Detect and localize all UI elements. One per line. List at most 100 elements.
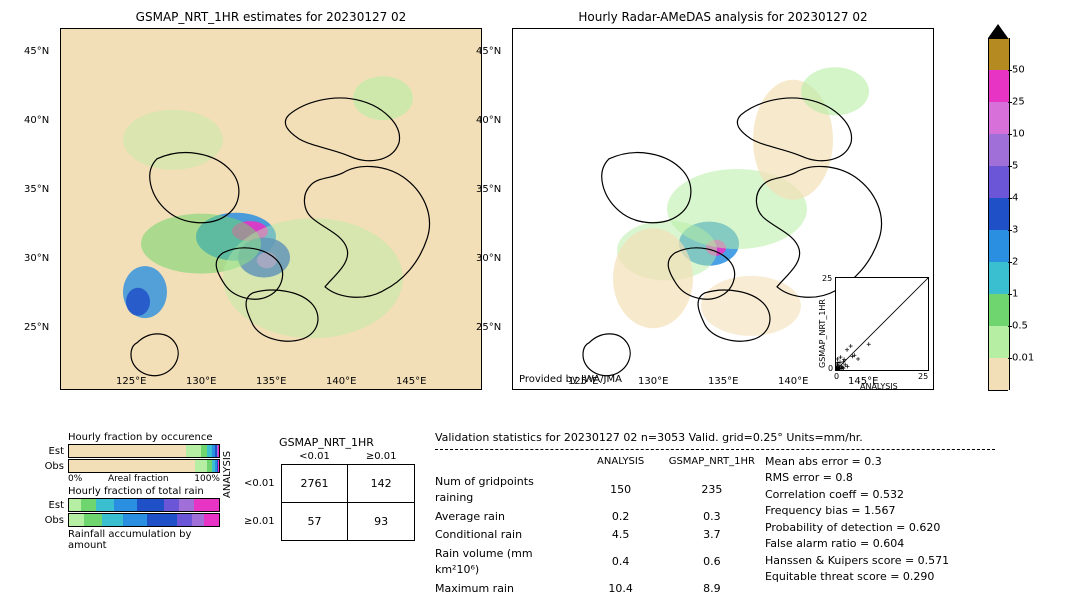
bar-segment <box>69 514 84 526</box>
bar-segment <box>186 445 201 457</box>
ytick-label: 25°N <box>476 322 501 333</box>
contingency-top-label: GSMAP_NRT_1HR <box>238 436 415 449</box>
bottom-row: Hourly fraction by occurence Est Obs 0% … <box>40 430 995 598</box>
colorbar-segment <box>988 102 1010 134</box>
colorbar-segment <box>988 198 1010 230</box>
occurrence-est-row: Est <box>40 444 220 458</box>
bar-segment <box>84 514 102 526</box>
left-map-title: GSMAP_NRT_1HR estimates for 20230127 02 <box>60 10 482 24</box>
obs-label-1: Obs <box>40 461 68 472</box>
bar-segment <box>164 499 179 511</box>
right-map-box: Provided by JWA/JMA 025025ANALYSISGSMAP_… <box>512 28 934 390</box>
colorbar-label: 10 <box>1012 129 1025 140</box>
bar-segment <box>102 514 123 526</box>
axis-100pct: 100% <box>194 474 220 484</box>
ytick-label: 35°N <box>476 184 501 195</box>
est-label-1: Est <box>40 446 68 457</box>
xtick-label: 125°E <box>116 376 146 387</box>
ytick-label: 35°N <box>24 184 49 195</box>
axis-center: Areal fraction <box>108 474 169 484</box>
colorbar-label: 1 <box>1012 289 1018 300</box>
bar-segment <box>195 460 207 472</box>
xtick-label: 130°E <box>186 376 216 387</box>
xtick-label: 145°E <box>396 376 426 387</box>
stats-columns: ANALYSISGSMAP_NRT_1HRNum of gridpoints r… <box>435 454 995 599</box>
occurrence-title: Hourly fraction by occurence <box>68 432 220 443</box>
colorbar-label: 25 <box>1012 97 1025 108</box>
stats-block: Validation statistics for 20230127 02 n=… <box>435 430 995 598</box>
bar-segment <box>192 514 204 526</box>
score-row: Equitable threat score = 0.290 <box>765 569 949 586</box>
maps-row: GSMAP_NRT_1HR estimates for 20230127 02 … <box>60 10 964 390</box>
score-row: Correlation coeff = 0.532 <box>765 487 949 504</box>
ytick-label: 40°N <box>24 115 49 126</box>
score-row: Mean abs error = 0.3 <box>765 454 949 471</box>
bar-segment <box>123 514 147 526</box>
colorbar-segment <box>988 262 1010 294</box>
colorbar-segment <box>988 358 1010 390</box>
totalrain-obs-bar <box>68 513 220 527</box>
obs-label-2: Obs <box>40 515 68 526</box>
colorbar-over-arrow <box>988 24 1008 38</box>
bar-segment <box>69 499 81 511</box>
xtick-label: 140°E <box>778 376 808 387</box>
xtick-label: 125°E <box>568 376 598 387</box>
stats-scores: Mean abs error = 0.3RMS error = 0.8Corre… <box>765 454 949 599</box>
occurrence-obs-bar <box>68 459 220 473</box>
score-row: Hanssen & Kuipers score = 0.571 <box>765 553 949 570</box>
colorbar-segment <box>988 326 1010 358</box>
ytick-label: 45°N <box>24 46 49 57</box>
stats-title: Validation statistics for 20230127 02 n=… <box>435 430 995 447</box>
est-label-2: Est <box>40 500 68 511</box>
bar-segment <box>69 460 195 472</box>
right-map-title: Hourly Radar-AMeDAS analysis for 2023012… <box>512 10 934 24</box>
colorbar-segment <box>988 134 1010 166</box>
bar-segment <box>69 445 186 457</box>
scatter-svg <box>836 278 928 370</box>
ytick-label: 25°N <box>24 322 49 333</box>
ytick-label: 45°N <box>476 46 501 57</box>
colorbar-label: 4 <box>1012 193 1018 204</box>
colorbar-label: 0.5 <box>1012 321 1028 332</box>
axis-0pct: 0% <box>68 474 82 484</box>
contingency-table: <0.01≥0.01<0.012761142≥0.015793 <box>238 449 415 541</box>
score-row: Frequency bias = 1.567 <box>765 503 949 520</box>
totalrain-title: Hourly fraction of total rain <box>68 486 220 497</box>
xtick-label: 140°E <box>326 376 356 387</box>
occurrence-est-bar <box>68 444 220 458</box>
colorbar-segment <box>988 38 1010 70</box>
totalrain-footer: Rainfall accumulation by amount <box>68 529 220 551</box>
colorbar-label: 0.01 <box>1012 353 1034 364</box>
bar-segment <box>218 445 219 457</box>
bar-segment <box>179 499 194 511</box>
colorbar-label: 5 <box>1012 161 1018 172</box>
fraction-block: Hourly fraction by occurence Est Obs 0% … <box>40 430 220 552</box>
stats-left-col: ANALYSISGSMAP_NRT_1HRNum of gridpoints r… <box>435 454 765 599</box>
xtick-label: 145°E <box>848 376 878 387</box>
colorbar: 0.010.512345102550 <box>988 38 1008 390</box>
colorbar-label: 50 <box>1012 65 1025 76</box>
totalrain-est-row: Est <box>40 498 220 512</box>
score-row: Probability of detection = 0.620 <box>765 520 949 537</box>
bar-segment <box>177 514 192 526</box>
right-map-panel: Hourly Radar-AMeDAS analysis for 2023012… <box>512 10 934 390</box>
colorbar-segment <box>988 230 1010 262</box>
bar-segment <box>114 499 137 511</box>
scatter-inset: 025025ANALYSISGSMAP_NRT_1HR <box>835 277 929 371</box>
left-map-svg <box>61 29 481 389</box>
score-row: False alarm ratio = 0.604 <box>765 536 949 553</box>
ytick-label: 30°N <box>476 253 501 264</box>
colorbar-segment <box>988 70 1010 102</box>
bar-segment <box>96 499 114 511</box>
occurrence-axis: 0% Areal fraction 100% <box>68 474 220 484</box>
stats-divider <box>435 449 995 450</box>
contingency-block: GSMAP_NRT_1HR ANALYSIS <0.01≥0.01<0.0127… <box>238 436 415 541</box>
bar-segment <box>81 499 96 511</box>
totalrain-obs-row: Obs <box>40 513 220 527</box>
score-row: RMS error = 0.8 <box>765 470 949 487</box>
occurrence-obs-row: Obs <box>40 459 220 473</box>
stats-table: ANALYSISGSMAP_NRT_1HRNum of gridpoints r… <box>435 454 765 599</box>
colorbar-segment <box>988 166 1010 198</box>
contingency-side-label: ANALYSIS <box>222 451 233 498</box>
bar-segment <box>137 499 164 511</box>
